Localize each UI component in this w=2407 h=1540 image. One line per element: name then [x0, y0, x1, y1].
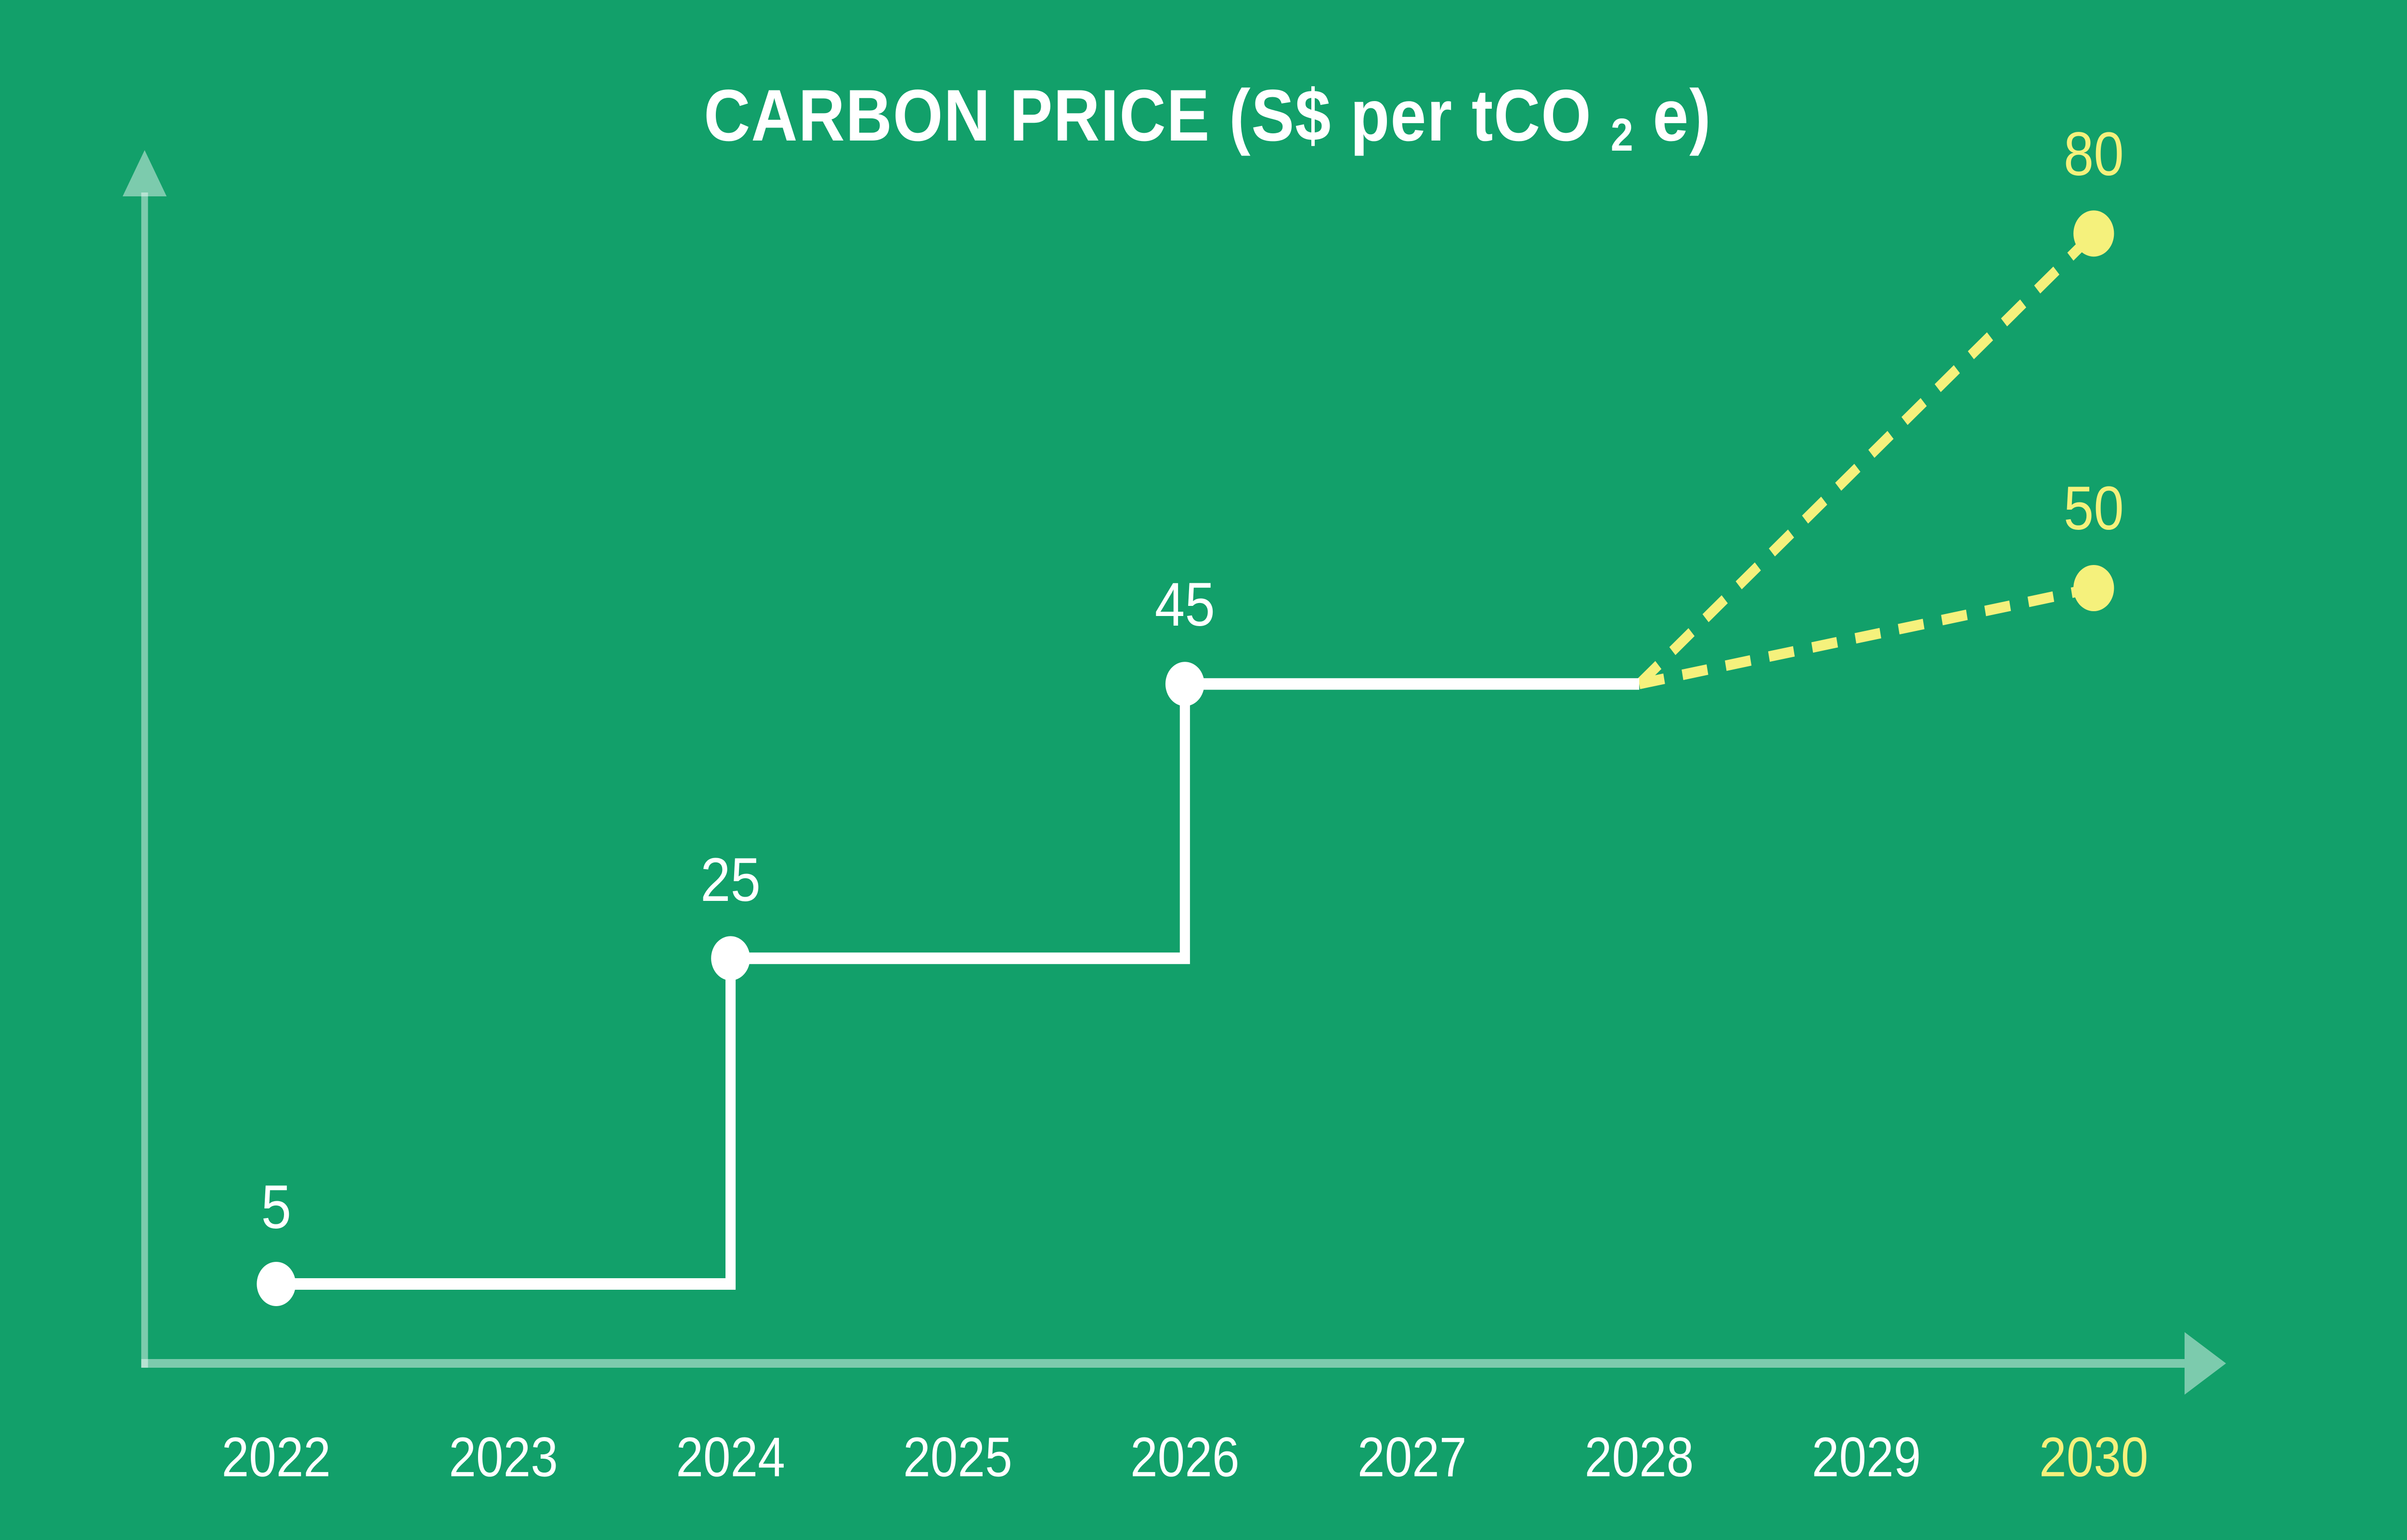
x-axis-line [141, 1359, 2185, 1368]
x-axis [141, 1332, 2226, 1395]
tick-label-2027: 2027 [1358, 1426, 1467, 1489]
y-axis-line [141, 192, 148, 1368]
data-point-2024 [711, 936, 750, 981]
value-label-2024: 25 [700, 845, 761, 914]
tick-label-2030-highlighted: 2030 [2039, 1426, 2148, 1489]
y-axis-arrow-icon [122, 150, 167, 196]
x-axis-tick-labels: 2022 2023 2024 2025 2026 2027 2028 2029 … [221, 1426, 2148, 1489]
data-point-2026 [1165, 662, 1204, 706]
tick-label-2025: 2025 [903, 1426, 1012, 1489]
value-label-2026: 45 [1155, 570, 1215, 639]
tick-label-2023: 2023 [449, 1426, 558, 1489]
value-label-2030-low: 50 [2064, 474, 2124, 542]
chart-title-subscript: 2 [1611, 109, 1634, 160]
value-label-2022: 5 [261, 1172, 292, 1241]
value-label-2030-high: 80 [2064, 119, 2124, 188]
data-point-2022 [257, 1262, 296, 1306]
tick-label-2029: 2029 [1812, 1426, 1921, 1489]
data-point-2030-high [2073, 210, 2114, 257]
projection-low-dashed-line [1638, 583, 2095, 690]
chart-title-main: CARBON PRICE (S$ per tCO [704, 75, 1592, 156]
tick-label-2024: 2024 [676, 1426, 785, 1489]
projection-high-dashed-line [1636, 229, 2097, 688]
tick-label-2026: 2026 [1130, 1426, 1240, 1489]
chart-title: CARBON PRICE (S$ per tCO 2 e) [704, 75, 1711, 176]
tick-label-2028: 2028 [1585, 1426, 1694, 1489]
x-axis-arrow-icon [2184, 1332, 2226, 1395]
price-step-line [276, 678, 1640, 1290]
y-axis [122, 150, 167, 1368]
tick-label-2022: 2022 [221, 1426, 331, 1489]
chart-title-suffix: e) [1653, 75, 1711, 156]
data-point-2030-low [2073, 565, 2114, 611]
